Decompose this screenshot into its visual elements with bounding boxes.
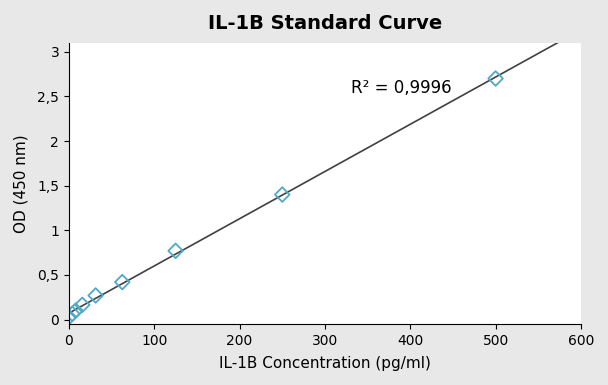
Point: [67, 311, 77, 317]
Point: [77, 302, 87, 308]
Point: [64, 314, 74, 320]
Y-axis label: OD (450 nm): OD (450 nm): [14, 134, 29, 233]
Text: R² = 0,9996: R² = 0,9996: [351, 79, 451, 97]
Point: [71, 308, 80, 314]
Point: [277, 191, 287, 198]
Point: [117, 279, 127, 285]
Point: [491, 75, 500, 82]
Title: IL-1B Standard Curve: IL-1B Standard Curve: [208, 14, 442, 33]
Point: [91, 292, 100, 298]
Point: [171, 248, 181, 254]
X-axis label: IL-1B Concentration (pg/ml): IL-1B Concentration (pg/ml): [219, 356, 431, 371]
